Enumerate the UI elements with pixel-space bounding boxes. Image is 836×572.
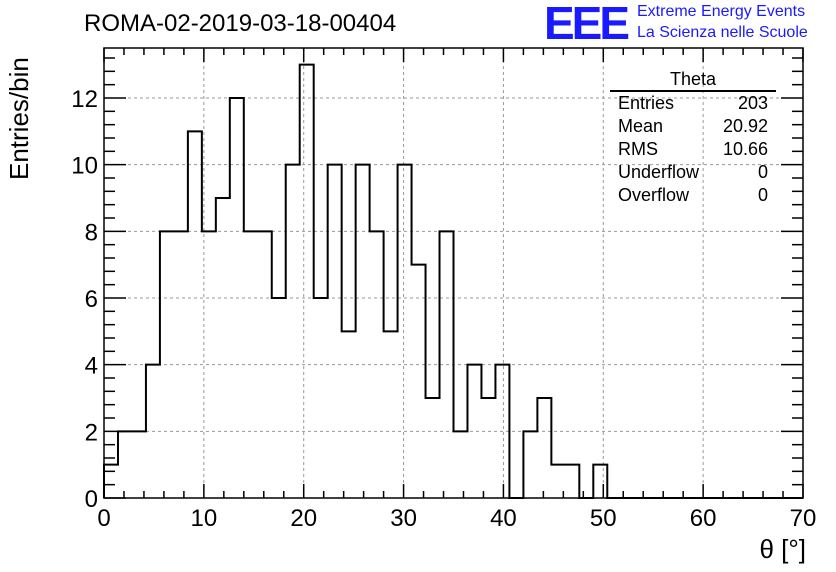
eee-logo: EEE [544, 0, 630, 49]
histogram-bin [202, 231, 216, 498]
histogram-bin [174, 231, 188, 498]
x-tick-label: 70 [790, 505, 817, 532]
x-tick-label: 60 [690, 505, 717, 532]
histogram-bin [412, 265, 426, 498]
histogram-bin [523, 431, 537, 498]
histogram-bin [593, 465, 607, 498]
histogram-bin [272, 298, 286, 498]
histogram-bin [104, 465, 118, 498]
histogram-bin [300, 65, 314, 498]
logo-line-2: La Scienza nelle Scuole [637, 24, 808, 41]
stats-label: RMS [618, 139, 658, 159]
histogram-bin [398, 165, 412, 498]
y-tick-label: 0 [85, 486, 98, 513]
histogram-bin [440, 231, 454, 498]
histogram-bin [314, 298, 328, 498]
histogram-bin [565, 465, 579, 498]
stats-value: 0 [757, 185, 768, 205]
stats-value: 10.66 [722, 139, 768, 159]
stats-title: Theta [610, 68, 776, 92]
x-tick-label: 20 [290, 505, 317, 532]
stats-value: 0 [757, 162, 768, 182]
stats-label: Overflow [618, 185, 690, 205]
histogram-bin [188, 131, 202, 498]
stats-row-underflow: Underflow 0 [610, 161, 776, 184]
histogram-bin [216, 198, 230, 498]
histogram-bin [146, 365, 160, 498]
histogram-bin [481, 398, 495, 498]
histogram-bin [328, 165, 342, 498]
histogram-bin [118, 431, 132, 498]
histogram-bin [454, 431, 468, 498]
x-tick-label: 30 [390, 505, 417, 532]
histogram-bin [356, 165, 370, 498]
histogram-bin [370, 231, 384, 498]
y-tick-label: 12 [71, 86, 98, 113]
histogram-bin [258, 231, 272, 498]
histogram-bin [537, 398, 551, 498]
histogram-bin [132, 431, 146, 498]
stats-row-mean: Mean 20.92 [610, 115, 776, 138]
histogram-bin [230, 98, 244, 498]
x-axis-label: θ [°] [759, 534, 806, 564]
stats-box: Theta Entries 203 Mean 20.92 RMS 10.66 U… [610, 68, 776, 207]
y-tick-label: 4 [85, 353, 98, 380]
y-tick-label: 10 [71, 153, 98, 180]
stats-row-overflow: Overflow 0 [610, 184, 776, 207]
histogram-bin [426, 398, 440, 498]
y-tick-label: 8 [85, 219, 98, 246]
stats-label: Underflow [618, 162, 700, 182]
run-title: ROMA-02-2019-03-18-00404 [84, 10, 397, 37]
stats-row-entries: Entries 203 [610, 92, 776, 115]
histogram-bin [551, 465, 565, 498]
histogram-bin [495, 365, 509, 498]
x-tick-label: 50 [590, 505, 617, 532]
x-tick-label: 10 [191, 505, 218, 532]
histogram-bin [286, 165, 300, 498]
x-tick-label: 0 [97, 505, 110, 532]
stats-label: Mean [618, 116, 664, 136]
y-tick-label: 2 [85, 419, 98, 446]
plot-frame [103, 47, 804, 499]
y-tick-label: 6 [85, 286, 98, 313]
histogram-bin [467, 365, 481, 498]
stats-value: 20.92 [722, 116, 768, 136]
stats-label: Entries [618, 93, 675, 113]
histogram-bin [244, 231, 258, 498]
histogram-bin [160, 231, 174, 498]
histogram-bin [384, 331, 398, 498]
stats-value: 203 [737, 93, 768, 113]
y-axis-label: Entries/bin [4, 57, 34, 180]
stats-row-rms: RMS 10.66 [610, 138, 776, 161]
logo-line-1: Extreme Energy Events [637, 3, 806, 20]
histogram-bin [342, 331, 356, 498]
x-tick-label: 40 [490, 505, 517, 532]
